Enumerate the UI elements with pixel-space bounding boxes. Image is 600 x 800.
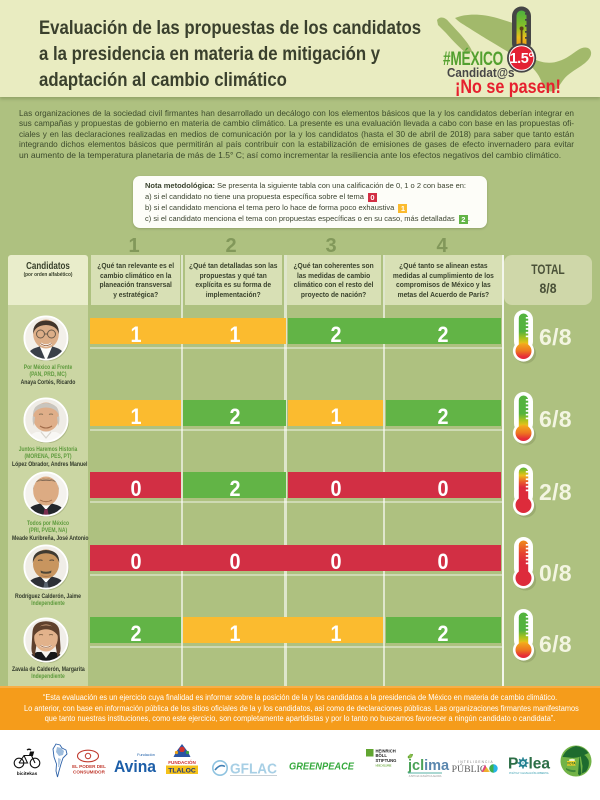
svg-text:Avina: Avina [114,758,157,776]
svg-text:lea: lea [529,756,551,773]
svg-text:POLÍTICA Y LEGISLACIÓN AMBIENT: POLÍTICA Y LEGISLACIÓN AMBIENTAL [509,772,550,775]
svg-text:FUNDACIÓN: FUNDACIÓN [168,758,196,765]
svg-text:Candidat@s: Candidat@s [447,66,515,80]
svg-text:STIFTUNG: STIFTUNG [376,758,397,763]
svg-text:VOTA: VOTA [567,762,576,766]
svg-text:CONSUMIDOR: CONSUMIDOR [73,770,106,775]
svg-text:GREENPEACE: GREENPEACE [289,761,355,773]
svg-text:EL PODER DEL: EL PODER DEL [72,764,106,769]
svg-text:BÖLL: BÖLL [376,753,388,758]
svg-text:MÉXICO Y EL CARIBE: MÉXICO Y EL CARIBE [376,765,392,768]
svg-text:HEINRICH: HEINRICH [376,749,396,754]
svg-text:P: P [508,756,518,773]
svg-text:#MÉXICO: #MÉXICO [443,48,503,70]
svg-text:INTELIGENCIA: INTELIGENCIA [458,760,493,764]
svg-text:1.5°: 1.5° [510,51,535,67]
svg-text:¡No se pasen!: ¡No se pasen! [455,76,561,98]
svg-text:jclima: jclima [407,758,450,774]
svg-text:TLALOC: TLALOC [168,768,196,775]
svg-text:bicitekas: bicitekas [17,771,38,777]
svg-text:GFLAC: GFLAC [230,762,277,778]
svg-text:PÚBLIC: PÚBLIC [452,763,487,775]
svg-text:Fundación: Fundación [137,753,155,757]
svg-text:JUSTICIA CLIMÁTICA AHORA: JUSTICIA CLIMÁTICA AHORA [409,774,442,778]
